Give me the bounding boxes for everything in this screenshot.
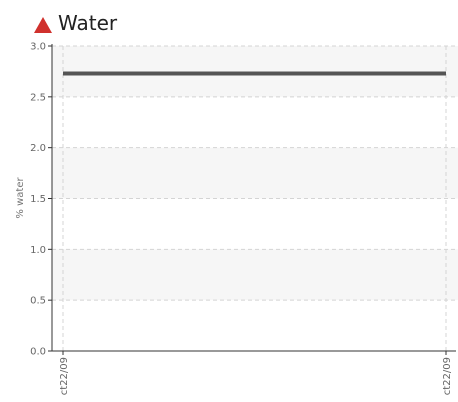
background-band xyxy=(52,46,458,97)
grid-lines xyxy=(52,45,458,351)
y-tick-label: 2.5 xyxy=(30,92,46,103)
warning-triangle-icon xyxy=(34,16,52,33)
y-tick-label: 0.0 xyxy=(30,347,46,358)
y-axis-ticks: 0.0 0.5 1.0 1.5 2.0 2.5 3.0 xyxy=(30,42,52,358)
x-tick-label: ct22/09 xyxy=(59,357,70,395)
y-axis-label: % water xyxy=(15,177,26,219)
x-tick-label: ct22/09 xyxy=(442,357,453,395)
background-band xyxy=(52,147,458,199)
y-tick-label: 2.0 xyxy=(30,143,46,154)
y-tick-label: 1.0 xyxy=(30,245,46,256)
y-tick-label: 0.5 xyxy=(30,296,46,307)
background-bands xyxy=(52,46,458,301)
background-band xyxy=(52,249,458,301)
y-tick-label: 1.5 xyxy=(30,194,46,205)
y-tick-label: 3.0 xyxy=(30,42,46,53)
x-axis-ticks: ct22/09 ct22/09 xyxy=(59,351,453,395)
chart-header: Water xyxy=(33,9,117,37)
chart-title: Water xyxy=(58,11,118,35)
